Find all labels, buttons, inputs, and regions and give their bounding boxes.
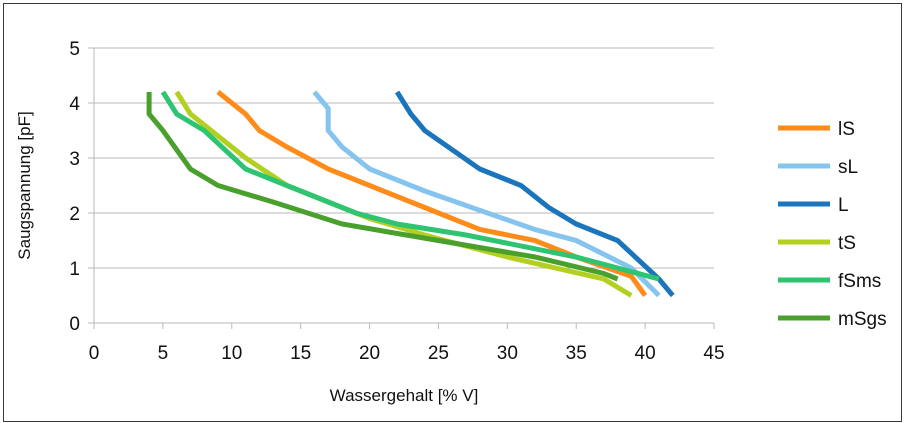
legend-label-sL: sL [838,157,858,178]
y-axis-label: Saugspannung [pF] [15,111,34,259]
x-tick-label: 10 [221,343,242,364]
y-tick-label: 1 [69,259,80,280]
x-tick-label: 5 [158,343,169,364]
series-line-sL [312,90,661,298]
series-line-L [394,90,675,298]
legend-label-tS: tS [838,233,856,254]
legend-label-lS: lS [838,119,855,140]
series-line-fSms [160,90,660,282]
legend-label-fSms: fSms [838,271,881,292]
x-tick-label: 0 [89,343,100,364]
x-tick-label: 40 [635,343,656,364]
legend-label-L: L [838,195,849,216]
x-axis-label: Wassergehalt [% V] [330,386,479,405]
y-tick-label: 0 [69,314,80,335]
legend-label-mSgs: mSgs [838,309,887,330]
legend: lS sL LtS fSms mSgs [778,119,887,330]
y-tick-label: 2 [69,204,80,225]
y-tick-label: 4 [69,94,80,115]
x-tick-label: 30 [497,343,518,364]
x-tick-label: 45 [703,343,724,364]
y-tick-label: 3 [69,149,80,170]
x-tick-label: 20 [359,343,380,364]
x-tick-label: 35 [566,343,587,364]
axes [88,47,715,329]
x-tick-label: 15 [290,343,311,364]
x-tick-label: 25 [428,343,449,364]
series-lines [146,90,675,298]
y-tick-label: 5 [69,39,80,60]
chart-frame: 0 1 2 3 4 5 0 5 10 15 20 25 30 35 40 45 Wassergehalt [%… [3,3,902,422]
series-line-mSgs [146,92,619,282]
